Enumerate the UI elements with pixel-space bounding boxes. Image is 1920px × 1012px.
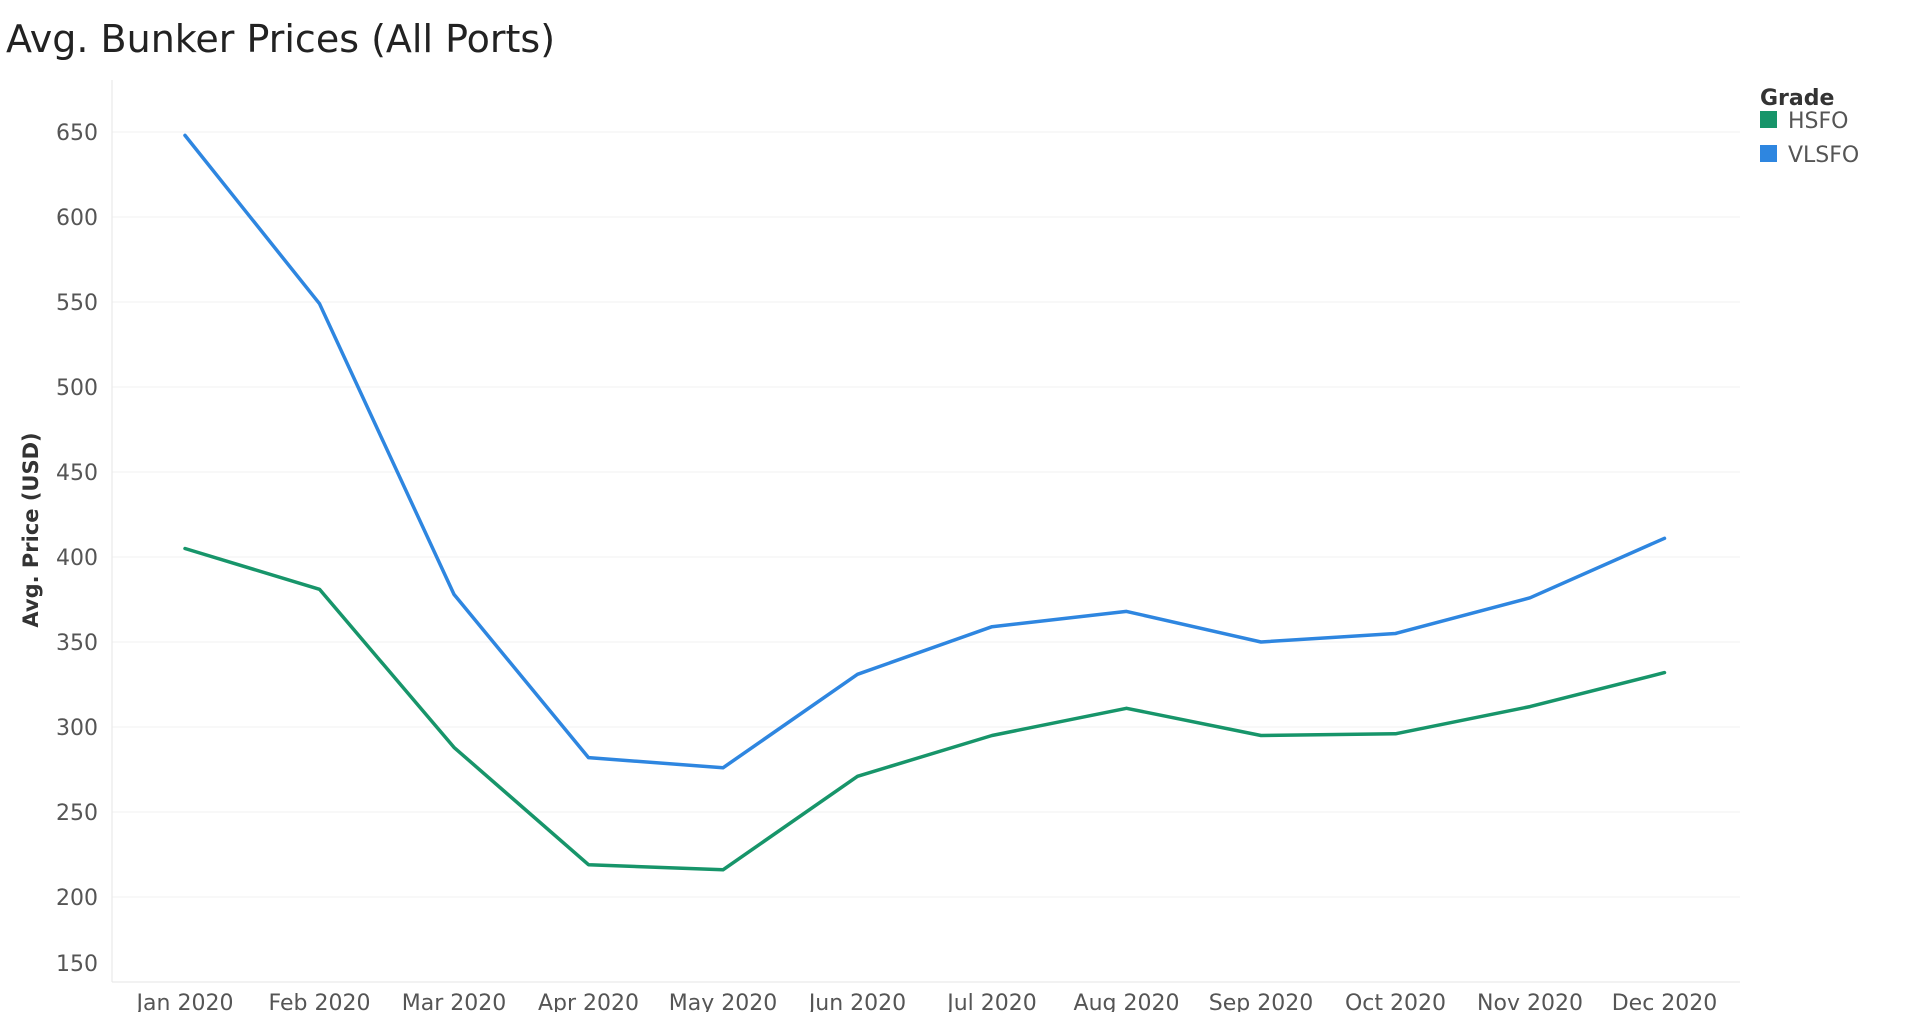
y-tick-label-350: 350 bbox=[56, 631, 98, 656]
x-tick-label-8: Sep 2020 bbox=[1209, 991, 1313, 1012]
legend-swatch-hsfo bbox=[1760, 111, 1777, 128]
legend: Grade HSFO VLSFO bbox=[1760, 86, 1859, 168]
x-tick-label-9: Oct 2020 bbox=[1345, 991, 1446, 1012]
y-axis-ticks: 150 200 250 300 350 400 450 500 550 600 650 bbox=[56, 121, 98, 977]
series-line-hsfo bbox=[183, 546, 1667, 872]
y-tick-label-150: 150 bbox=[56, 952, 98, 977]
y-axis-label: Avg. Price (USD) bbox=[19, 432, 43, 627]
series-line-vlsfo bbox=[183, 133, 1667, 770]
x-tick-label-3: Apr 2020 bbox=[538, 991, 639, 1012]
chart-title: Avg. Bunker Prices (All Ports) bbox=[6, 17, 555, 61]
y-tick-label-250: 250 bbox=[56, 801, 98, 826]
gridlines bbox=[112, 131, 1740, 898]
y-tick-label-200: 200 bbox=[56, 886, 98, 911]
x-tick-label-6: Jul 2020 bbox=[945, 991, 1037, 1012]
axes bbox=[111, 80, 1740, 983]
legend-title: Grade bbox=[1760, 86, 1834, 111]
x-axis-ticks: Jan 2020 Feb 2020 Mar 2020 Apr 2020 May 2020… bbox=[135, 991, 1718, 1012]
y-tick-label-400: 400 bbox=[56, 546, 98, 571]
legend-label-vlsfo: VLSFO bbox=[1788, 143, 1859, 168]
y-tick-label-650: 650 bbox=[56, 121, 98, 146]
y-tick-label-450: 450 bbox=[56, 461, 98, 486]
legend-label-hsfo: HSFO bbox=[1788, 109, 1848, 134]
legend-items: HSFO VLSFO bbox=[1760, 109, 1859, 168]
y-tick-label-600: 600 bbox=[56, 206, 98, 231]
series-lines bbox=[183, 133, 1667, 872]
x-tick-label-1: Feb 2020 bbox=[269, 991, 371, 1012]
x-tick-label-7: Aug 2020 bbox=[1074, 991, 1180, 1012]
x-tick-label-0: Jan 2020 bbox=[135, 991, 234, 1012]
y-tick-label-300: 300 bbox=[56, 716, 98, 741]
x-tick-label-5: Jun 2020 bbox=[807, 991, 906, 1012]
y-tick-label-550: 550 bbox=[56, 291, 98, 316]
x-tick-label-4: May 2020 bbox=[669, 991, 777, 1012]
y-tick-label-500: 500 bbox=[56, 376, 98, 401]
x-tick-label-2: Mar 2020 bbox=[402, 991, 507, 1012]
x-tick-label-11: Dec 2020 bbox=[1612, 991, 1718, 1012]
legend-swatch-vlsfo bbox=[1760, 145, 1777, 162]
x-tick-label-10: Nov 2020 bbox=[1477, 991, 1583, 1012]
